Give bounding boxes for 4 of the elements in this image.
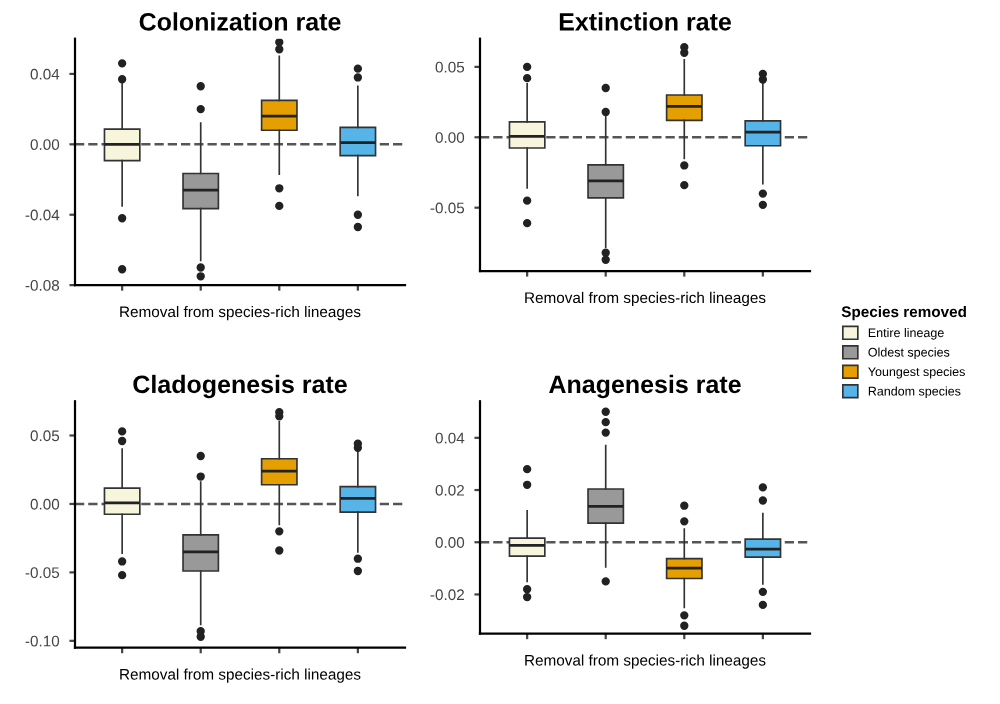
chart-title: Cladogenesis rate [133, 374, 347, 399]
chart-title: Extinction rate [559, 12, 731, 31]
chart-title: Colonization rate [139, 12, 341, 31]
chart-title: Anagenesis rate [549, 374, 741, 399]
